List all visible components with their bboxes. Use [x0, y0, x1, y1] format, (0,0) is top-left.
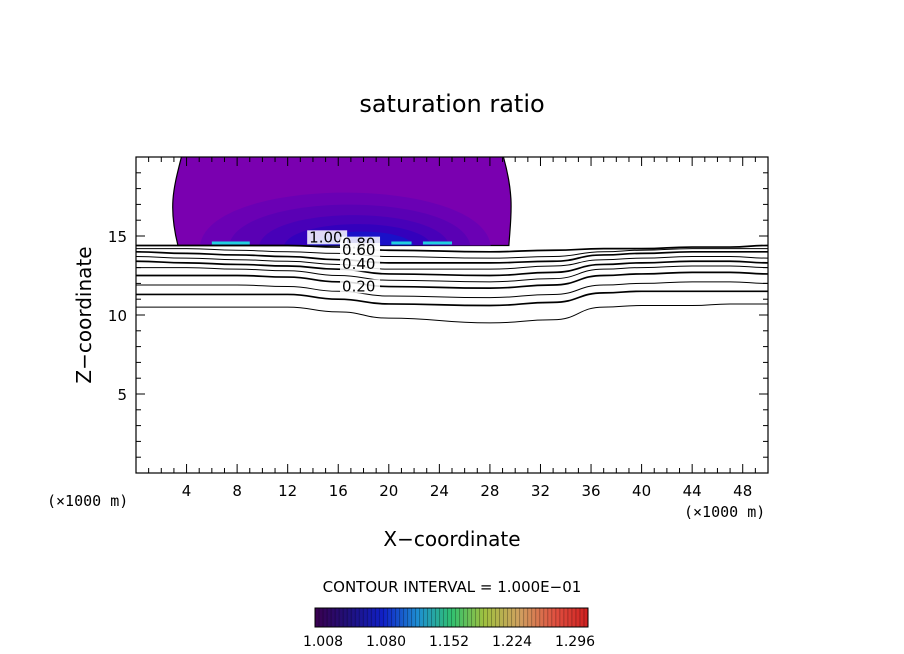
- shade-highlight-1: [391, 241, 412, 245]
- colorbar-labels: 1.008 1.080 1.152 1.224 1.296: [303, 634, 595, 650]
- contour-label: 1.00: [309, 228, 342, 246]
- x-tick-label: 36: [581, 482, 600, 500]
- x-tick-label: 44: [683, 482, 702, 500]
- y-tick-label: 5: [117, 386, 127, 404]
- contour-label: 0.60: [342, 241, 375, 259]
- contour-labels: 1.000.800.600.400.20: [307, 228, 381, 295]
- contour-label: 0.20: [342, 277, 375, 295]
- isoline-0.50: [136, 265, 768, 283]
- shaded-supersaturation-region: [172, 157, 512, 247]
- y-unit-label: (×1000 m): [47, 492, 128, 510]
- colorbar-tick-label: 1.008: [303, 634, 343, 650]
- isoline-0.80: [136, 250, 768, 264]
- x-tick-label: 12: [278, 482, 297, 500]
- shade-highlight-0: [211, 241, 250, 245]
- colorbar-tick-label: 1.296: [555, 634, 595, 650]
- chart-title: saturation ratio: [359, 90, 544, 118]
- contour-interval-text: CONTOUR INTERVAL = 1.000E−01: [323, 578, 582, 596]
- colorbar-fill: [315, 608, 588, 627]
- isoline-0.40: [136, 271, 768, 289]
- x-tick-label: 48: [733, 482, 752, 500]
- isoline-0.60: [136, 260, 768, 277]
- colorbar-frame: [314, 607, 589, 628]
- y-tick-label: 15: [108, 228, 127, 246]
- x-tick-label: 20: [379, 482, 398, 500]
- contour-label-bg: [340, 242, 381, 257]
- colorbar-tick-label: 1.080: [366, 634, 406, 650]
- shade-highlight-2: [422, 241, 452, 245]
- x-tick-label: 16: [329, 482, 348, 500]
- isoline-0.90: [136, 248, 768, 259]
- isoline-0.70: [136, 256, 768, 270]
- colorbar-tick-label: 1.152: [429, 634, 469, 650]
- isoline-0.30: [136, 281, 768, 299]
- contour-label-bg: [340, 279, 381, 294]
- x-tick-label: 8: [232, 482, 242, 500]
- contour-label-bg: [307, 230, 348, 245]
- x-tick-label: 4: [182, 482, 192, 500]
- isoline-0.20: [136, 290, 768, 307]
- colorbar-stripes: [318, 608, 585, 627]
- x-tick-label: 32: [531, 482, 550, 500]
- isoline-1.00: [136, 244, 768, 253]
- x-axis-label: X−coordinate: [383, 527, 520, 551]
- contour-label-bg: [340, 257, 381, 272]
- isoline-0.10: [136, 303, 768, 324]
- colorbar-tick-label: 1.224: [492, 634, 532, 650]
- x-tick-label: 24: [430, 482, 449, 500]
- colorbar: 1.008 1.080 1.152 1.224 1.296: [303, 607, 595, 650]
- contour-lines: [136, 244, 768, 324]
- x-tick-label: 40: [632, 482, 651, 500]
- x-tick-label: 28: [480, 482, 499, 500]
- y-axis-label: Z−coordinate: [72, 246, 96, 383]
- contour-label: 0.40: [342, 255, 375, 273]
- x-unit-label: (×1000 m): [684, 503, 765, 521]
- y-tick-label: 10: [108, 307, 127, 325]
